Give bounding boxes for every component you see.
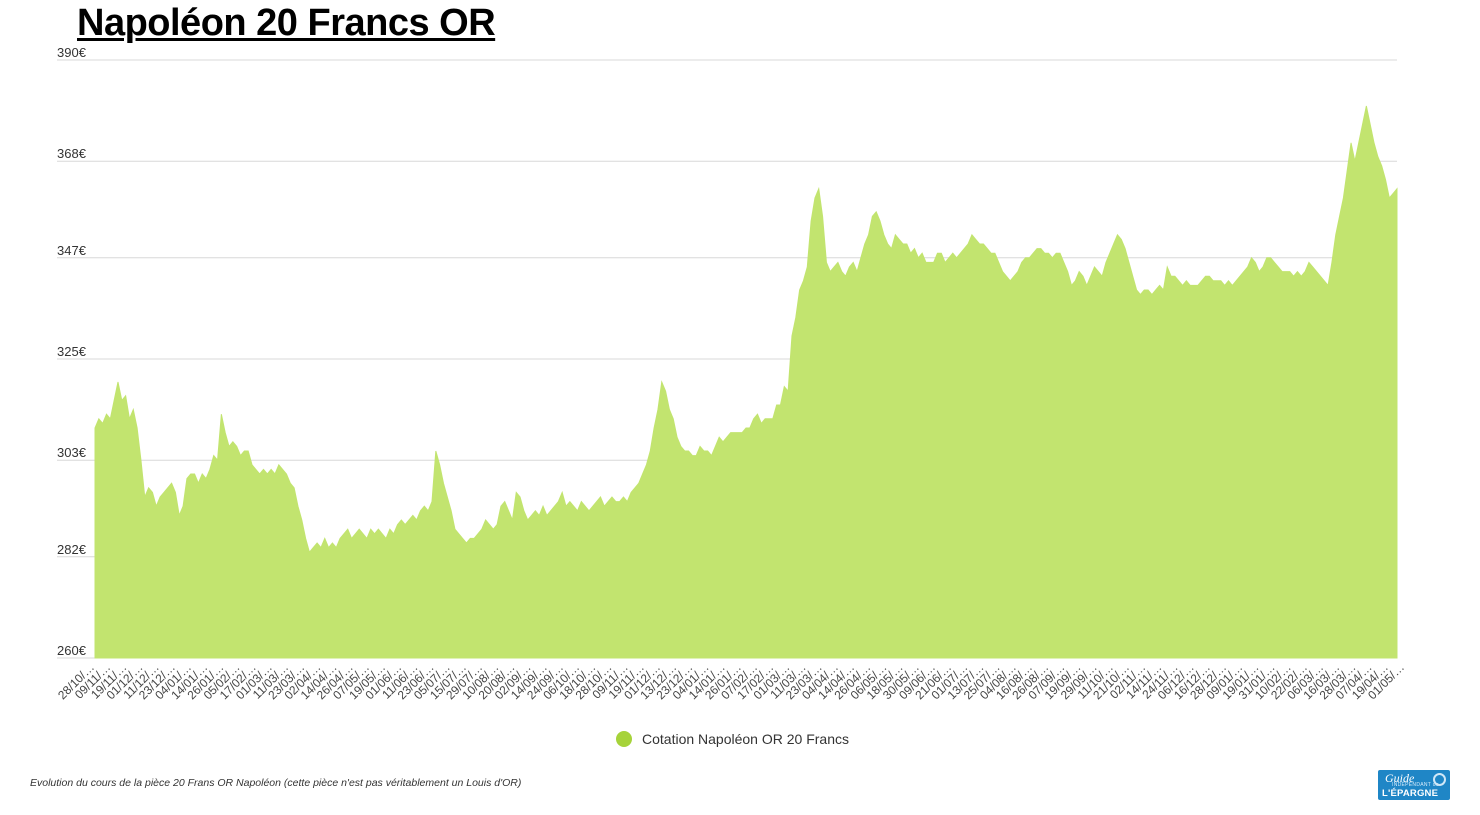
y-tick-label: 260€ [57,643,87,658]
y-tick-label: 282€ [57,542,87,557]
logo-text-guide: Guide [1385,771,1415,785]
logo-ring-icon [1433,773,1446,786]
y-tick-label: 347€ [57,243,87,258]
series-area-path [94,105,1398,659]
series-area [94,105,1398,659]
chart-title: Napoléon 20 Francs OR [77,2,496,44]
legend-marker [616,731,632,747]
x-axis-labels: 28/10/…09/11/…19/11/…01/12/…11/12/…23/12… [55,660,1407,702]
y-tick-label: 390€ [57,45,87,60]
footnote: Evolution du cours de la pièce 20 Frans … [30,777,522,789]
logo-text-independant: INDÉPENDANT de [1392,782,1439,788]
y-tick-label: 368€ [57,146,87,161]
logo-text-epargne: L'ÉPARGNE [1382,788,1439,799]
legend-label: Cotation Napoléon OR 20 Francs [642,731,849,747]
y-tick-label: 303€ [57,445,87,460]
y-axis-labels: 260€ 282€ 303€ 325€ 347€ 368€ 390€ [57,45,87,658]
y-tick-label: 325€ [57,344,87,359]
legend: Cotation Napoléon OR 20 Francs [616,731,849,747]
guide-epargne-logo: Guide INDÉPENDANT de L'ÉPARGNE [1378,770,1450,800]
